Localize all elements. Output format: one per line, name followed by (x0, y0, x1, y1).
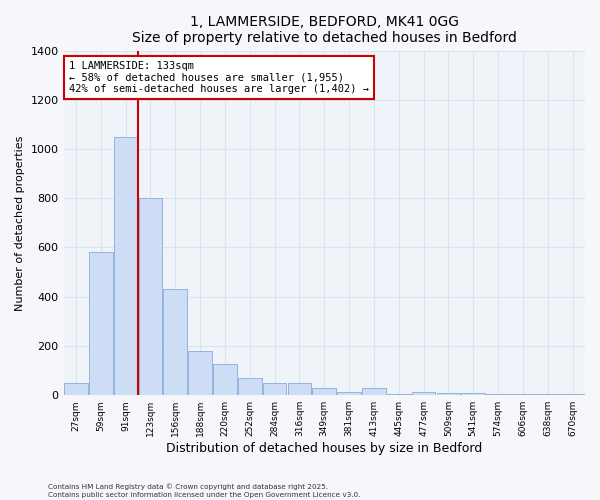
Bar (337, 392, 361, 395)
Bar (64, 383, 88, 395)
Bar (287, 383, 311, 395)
Bar (486, 394, 510, 395)
Y-axis label: Number of detached properties: Number of detached properties (15, 135, 25, 310)
Bar (536, 394, 560, 395)
Bar (263, 383, 286, 395)
Text: 1 LAMMERSIDE: 133sqm
← 58% of detached houses are smaller (1,955)
42% of semi-de: 1 LAMMERSIDE: 133sqm ← 58% of detached h… (69, 61, 369, 94)
Bar (114, 136, 137, 395)
Bar (238, 378, 262, 395)
Title: 1, LAMMERSIDE, BEDFORD, MK41 0GG
Size of property relative to detached houses in: 1, LAMMERSIDE, BEDFORD, MK41 0GG Size of… (132, 15, 517, 45)
X-axis label: Distribution of detached houses by size in Bedford: Distribution of detached houses by size … (166, 442, 482, 455)
Bar (387, 394, 410, 395)
Bar (89, 252, 113, 395)
Bar (139, 198, 162, 395)
Bar (511, 394, 535, 395)
Bar (188, 351, 212, 395)
Bar (561, 394, 584, 395)
Bar (213, 364, 237, 395)
Bar (313, 388, 336, 395)
Bar (461, 392, 485, 395)
Bar (437, 392, 460, 395)
Bar (362, 388, 386, 395)
Bar (163, 290, 187, 395)
Bar (412, 392, 436, 395)
Text: Contains HM Land Registry data © Crown copyright and database right 2025.
Contai: Contains HM Land Registry data © Crown c… (48, 484, 361, 498)
